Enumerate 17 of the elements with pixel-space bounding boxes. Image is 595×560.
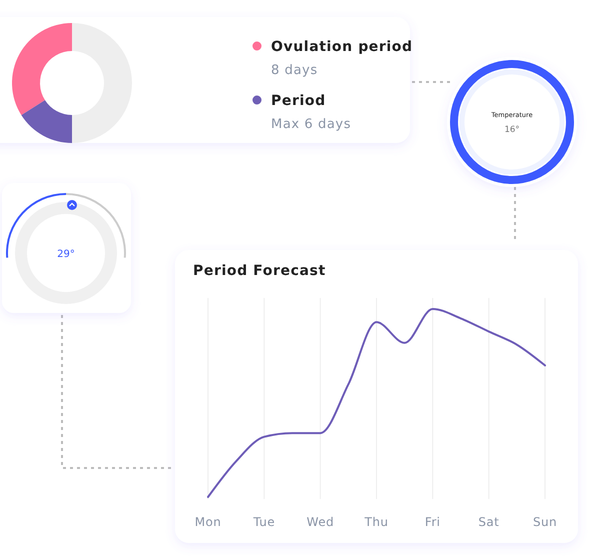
legend-label: Ovulation period <box>271 39 413 55</box>
x-tick-label: Sat <box>478 515 500 529</box>
donut-slice <box>72 23 132 143</box>
x-tick-label: Sun <box>532 515 558 529</box>
text: Max 6 days <box>271 117 352 132</box>
donut-slice <box>21 100 72 143</box>
x-tick-label: Thu <box>364 515 388 529</box>
text: 29° <box>57 249 75 260</box>
x-tick-label: Wed <box>306 515 334 529</box>
text: 8 days <box>271 63 318 78</box>
donut-slice <box>12 23 72 116</box>
chart-title: Period Forecast <box>193 263 326 279</box>
x-tick-label: Fri <box>424 515 440 529</box>
legend-label: Period <box>271 93 326 109</box>
x-tick-label: Tue <box>252 515 276 529</box>
text: 16° <box>504 125 520 135</box>
x-tick-label: Mon <box>194 515 222 529</box>
